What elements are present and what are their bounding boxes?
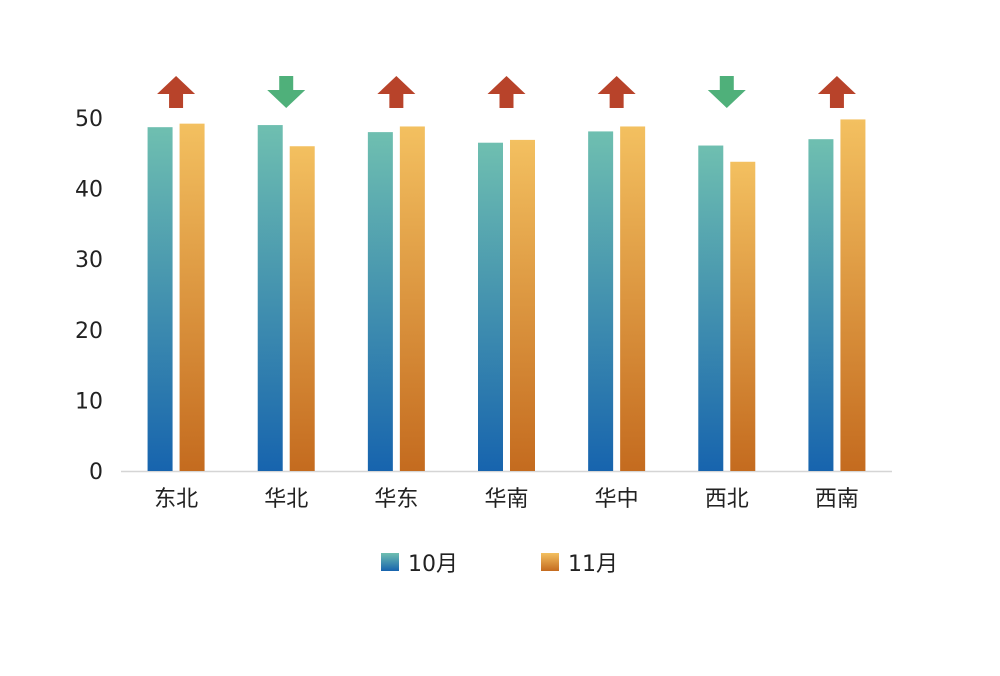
bar-oct-4	[588, 131, 614, 471]
legend-swatch-nov	[541, 553, 559, 571]
bar-nov-5	[730, 161, 756, 471]
y-tick-label: 10	[75, 389, 103, 414]
bar-oct-1	[257, 125, 283, 471]
trend-arrow-up-3	[487, 76, 526, 108]
bar-nov-2	[399, 126, 425, 472]
x-tick-label: 西南	[815, 487, 859, 512]
bar-nov-4	[620, 126, 646, 472]
y-tick-label: 50	[75, 107, 103, 132]
legend-label-nov: 11月	[568, 552, 618, 577]
y-tick-label: 20	[75, 319, 103, 344]
x-axis: 东北 华北 华东 华南 华中 西北 西南	[121, 470, 892, 512]
y-tick-label: 0	[89, 460, 103, 485]
x-tick-label: 西北	[705, 487, 749, 512]
bar-oct-3	[478, 142, 503, 471]
bars	[147, 119, 866, 472]
trend-arrow-up-0	[157, 76, 196, 108]
trend-arrow-down-5	[707, 76, 746, 108]
bar-oct-6	[808, 139, 834, 471]
legend-label-oct: 10月	[408, 552, 458, 577]
trend-arrows	[157, 76, 856, 108]
y-tick-label: 40	[75, 178, 103, 203]
x-tick-label: 华北	[264, 487, 308, 512]
trend-arrow-up-2	[377, 76, 416, 108]
bar-nov-0	[179, 123, 205, 471]
trend-arrow-up-6	[817, 76, 856, 108]
y-axis: 0 10 20 30 40 50	[75, 107, 103, 485]
bar-oct-2	[367, 132, 393, 471]
trend-arrow-down-1	[267, 76, 306, 108]
x-tick-label: 华南	[484, 487, 528, 512]
trend-arrow-up-4	[597, 76, 636, 108]
bar-oct-0	[147, 127, 173, 471]
legend-swatch-oct	[381, 553, 399, 571]
x-tick-label: 华中	[595, 487, 639, 512]
bar-oct-5	[698, 145, 724, 471]
y-tick-label: 30	[75, 248, 103, 273]
bar-nov-1	[289, 146, 315, 472]
legend: 10月 11月	[381, 552, 618, 577]
bar-nov-3	[510, 139, 535, 472]
x-tick-label: 华东	[374, 487, 418, 512]
x-tick-label: 东北	[154, 487, 198, 512]
bar-nov-6	[840, 119, 866, 472]
